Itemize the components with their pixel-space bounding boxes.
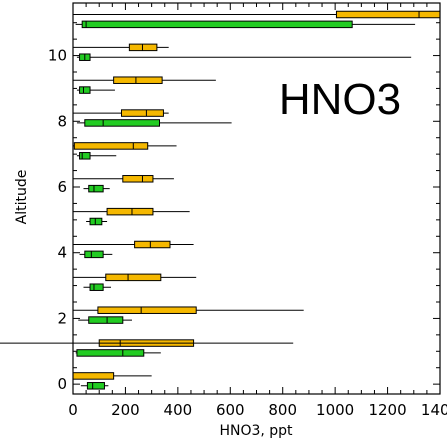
box-rect bbox=[79, 86, 91, 94]
box-1-1 bbox=[75, 349, 161, 357]
box-rect bbox=[88, 316, 124, 324]
x-tick-label: 0 bbox=[68, 401, 78, 419]
box-rect bbox=[134, 240, 171, 249]
box-0-6 bbox=[73, 175, 174, 183]
plot-frame bbox=[72, 2, 441, 395]
box-rect bbox=[73, 372, 115, 380]
box-rect bbox=[81, 20, 353, 29]
box-1-6 bbox=[83, 184, 110, 193]
box-0-10 bbox=[73, 43, 169, 52]
box-1-0 bbox=[80, 382, 109, 390]
hno3-annotation: HNO3 bbox=[279, 75, 401, 124]
box-1-5 bbox=[86, 217, 108, 226]
box-1-9 bbox=[76, 86, 115, 94]
box-0-0 bbox=[73, 372, 152, 380]
y-tick-label: 6 bbox=[57, 178, 67, 196]
x-tick-label: 1000 bbox=[316, 401, 354, 419]
box-0-11 bbox=[73, 10, 440, 19]
box-1-3 bbox=[83, 283, 112, 291]
box-0-2 bbox=[73, 306, 304, 314]
boxes-layer bbox=[73, 10, 440, 390]
box-rect bbox=[122, 175, 154, 183]
x-tick-label: 800 bbox=[268, 401, 297, 419]
y-axis-label: Altitude bbox=[14, 170, 30, 225]
box-0-7 bbox=[73, 142, 177, 150]
box-rect bbox=[335, 10, 440, 19]
y-tick-label: 0 bbox=[57, 375, 67, 393]
x-tick-label: 200 bbox=[111, 401, 140, 419]
x-tick-label: 1200 bbox=[368, 401, 406, 419]
y-tick-label: 2 bbox=[57, 309, 67, 327]
y-tick-label: 8 bbox=[57, 112, 67, 130]
box-rect bbox=[89, 217, 103, 226]
y-tick-label: 4 bbox=[57, 244, 67, 262]
box-rect bbox=[113, 76, 163, 84]
box-1-2 bbox=[78, 316, 132, 324]
box-1-11 bbox=[75, 20, 416, 29]
y-tick-label: 10 bbox=[48, 47, 67, 65]
box-rect bbox=[76, 349, 145, 357]
box-1-8 bbox=[76, 119, 232, 127]
x-tick-label: 600 bbox=[216, 401, 245, 419]
box-rect bbox=[73, 142, 149, 150]
box-0-3 bbox=[73, 273, 197, 282]
box-rect bbox=[120, 109, 164, 117]
box-rect bbox=[128, 43, 158, 52]
box-rect bbox=[106, 207, 154, 216]
box-0-9 bbox=[73, 76, 216, 84]
box-rect bbox=[84, 250, 104, 259]
box-rect bbox=[86, 382, 105, 390]
box-0-5 bbox=[73, 207, 190, 216]
box-rect bbox=[84, 119, 161, 127]
box-0-4 bbox=[73, 240, 194, 249]
box-rect bbox=[89, 283, 104, 291]
box-rect bbox=[88, 184, 104, 193]
box-1-10 bbox=[76, 53, 412, 61]
x-axis-label: HNO3, ppt bbox=[219, 423, 293, 439]
x-tick-label: 400 bbox=[164, 401, 193, 419]
box-rect bbox=[105, 273, 162, 282]
box-0-8 bbox=[73, 109, 169, 117]
box-1-7 bbox=[76, 152, 117, 160]
box-1-4 bbox=[79, 250, 113, 259]
box-rect bbox=[79, 152, 91, 160]
box-rect bbox=[97, 306, 197, 314]
